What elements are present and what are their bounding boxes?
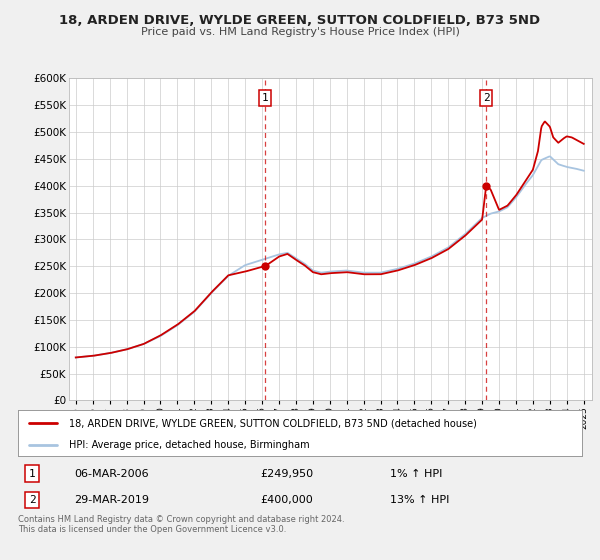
Text: £249,950: £249,950 [260,469,314,479]
Text: 18, ARDEN DRIVE, WYLDE GREEN, SUTTON COLDFIELD, B73 5ND (detached house): 18, ARDEN DRIVE, WYLDE GREEN, SUTTON COL… [69,418,476,428]
Text: Contains HM Land Registry data © Crown copyright and database right 2024.
This d: Contains HM Land Registry data © Crown c… [18,515,344,534]
Text: 2: 2 [483,93,490,103]
Text: 1% ↑ HPI: 1% ↑ HPI [390,469,443,479]
Text: £400,000: £400,000 [260,495,313,505]
Text: 29-MAR-2019: 29-MAR-2019 [74,495,149,505]
Text: 1: 1 [262,93,268,103]
Text: 18, ARDEN DRIVE, WYLDE GREEN, SUTTON COLDFIELD, B73 5ND: 18, ARDEN DRIVE, WYLDE GREEN, SUTTON COL… [59,14,541,27]
Text: Price paid vs. HM Land Registry's House Price Index (HPI): Price paid vs. HM Land Registry's House … [140,27,460,37]
Text: 13% ↑ HPI: 13% ↑ HPI [390,495,449,505]
Text: 06-MAR-2006: 06-MAR-2006 [74,469,149,479]
Text: 1: 1 [29,469,35,479]
Text: 2: 2 [29,495,35,505]
Text: HPI: Average price, detached house, Birmingham: HPI: Average price, detached house, Birm… [69,440,310,450]
